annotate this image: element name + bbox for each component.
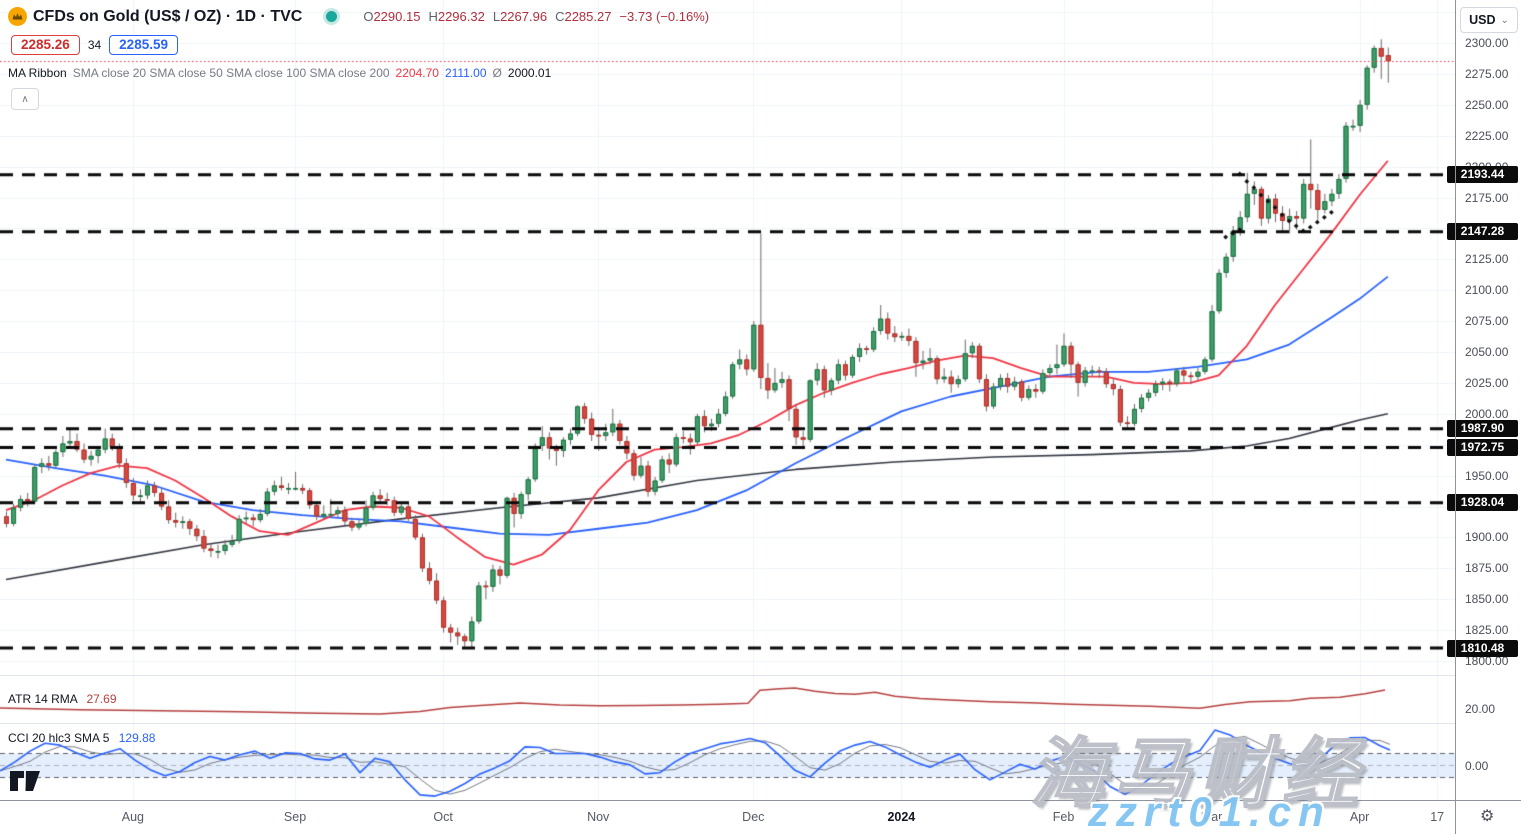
time-tick-label: 2024	[887, 810, 916, 824]
symbol-title[interactable]: CFDs on Gold (US$ / OZ) · 1D · TVC	[33, 7, 303, 25]
time-tick-label: Aug	[121, 810, 145, 824]
currency-selector[interactable]: USD ⌄	[1460, 7, 1518, 33]
price-tick-label: 1825.00	[1465, 623, 1509, 638]
market-status-dot[interactable]	[326, 11, 338, 22]
time-tick-label: Sep	[283, 810, 307, 824]
price-level-tag[interactable]: 1928.04	[1447, 494, 1518, 512]
close-value: 2285.27	[564, 9, 612, 24]
price-axis[interactable]: USD ⌄ 2300.002275.002250.002225.002200.0…	[1447, 0, 1521, 800]
time-tick-label: Apr	[1349, 810, 1370, 824]
price-tick-label: 2275.00	[1465, 66, 1509, 81]
pane-separator-atr-cci[interactable]	[0, 723, 1521, 724]
price-tick-label: 1800.00	[1465, 654, 1509, 668]
chevron-up-icon: ∧	[21, 93, 29, 105]
watermark-cjk: 海马财经	[1029, 731, 1366, 818]
price-level-tag[interactable]: 1810.48	[1447, 639, 1518, 657]
time-axis-border	[0, 800, 1521, 801]
time-tick-label: 17	[1430, 810, 1445, 824]
open-value: 2290.15	[373, 9, 421, 24]
price-tick-label: 1850.00	[1465, 592, 1509, 607]
price-tick-label: 2300.00	[1465, 36, 1509, 50]
low-value: 2267.96	[500, 9, 548, 24]
symbol-header: CFDs on Gold (US$ / OZ) · 1D · TVC O2290…	[8, 7, 709, 26]
atr-axis-tick: 20.00	[1465, 702, 1496, 716]
price-tick-label: 2175.00	[1465, 190, 1509, 205]
price-tick-label: 2050.00	[1465, 345, 1509, 359]
price-tick-label: 2025.00	[1465, 375, 1509, 390]
high-label: H	[428, 9, 438, 24]
low-label: L	[492, 9, 501, 24]
time-tick-label: Nov	[587, 810, 610, 824]
atr-legend[interactable]: ATR 14 RMA 27.69	[8, 692, 117, 706]
chart-canvas[interactable]	[0, 0, 1455, 800]
atr-value: 27.69	[86, 692, 117, 706]
price-tick-label: 2125.00	[1465, 252, 1509, 267]
sell-button[interactable]: 2285.26	[11, 35, 80, 55]
time-tick-label: Oct	[433, 810, 453, 824]
open-label: O	[363, 9, 374, 24]
price-tick-label: 2100.00	[1465, 283, 1509, 298]
change-value: −3.73 (−0.16%)	[619, 9, 710, 24]
currency-label: USD	[1469, 13, 1496, 27]
price-tick-label: 2250.00	[1465, 97, 1509, 112]
indicator-name: MA Ribbon	[8, 66, 67, 80]
high-value: 2296.32	[437, 9, 485, 24]
price-tick-label: 2000.00	[1465, 406, 1509, 421]
price-level-tag[interactable]: 1987.90	[1447, 420, 1518, 438]
cci-value: 129.88	[118, 731, 156, 745]
cci-name: CCI 20 hlc3 SMA 5	[8, 731, 110, 745]
price-tick-label: 1950.00	[1465, 468, 1509, 483]
indicator-params: SMA close 20 SMA close 50 SMA close 100 …	[72, 66, 390, 80]
price-axis-border	[1455, 0, 1456, 834]
cci-axis-tick: 0.00	[1465, 758, 1489, 773]
timezone-settings-gear-icon[interactable]: ⚙	[1480, 808, 1495, 825]
sma200-value: 2000.01	[507, 66, 552, 80]
tradingview-logo[interactable]	[9, 770, 43, 792]
collapse-legend-button[interactable]: ∧	[11, 88, 39, 110]
close-label: C	[555, 9, 565, 24]
time-tick-label: Dec	[742, 810, 765, 824]
ohlc-readout: O2290.15 H2296.32 L2267.96 C2285.27 −3.7…	[363, 9, 709, 24]
chevron-down-icon: ⌄	[1500, 14, 1509, 26]
price-tick-label: 1900.00	[1465, 530, 1509, 545]
price-tick-label: 1875.00	[1465, 561, 1509, 576]
bid-ask-row: 2285.26 34 2285.59	[11, 35, 178, 55]
price-level-tag[interactable]: 1972.75	[1447, 438, 1518, 456]
watermark-url: zzrt01.cn	[1088, 788, 1331, 834]
gold-coin-icon	[8, 7, 27, 26]
pane-separator-main-atr[interactable]	[0, 675, 1521, 676]
price-tick-label: 2225.00	[1465, 128, 1509, 143]
time-tick-label: Mar	[1200, 810, 1223, 824]
cci-legend[interactable]: CCI 20 hlc3 SMA 5 129.88	[8, 731, 155, 745]
time-axis[interactable]: Aug Sep Oct Nov Dec 2024 Feb Mar Apr 17	[0, 801, 1521, 834]
ma-ribbon-legend[interactable]: MA Ribbon SMA close 20 SMA close 50 SMA …	[8, 66, 551, 80]
price-level-tag[interactable]: 2147.28	[1447, 223, 1518, 241]
buy-button[interactable]: 2285.59	[109, 35, 178, 55]
price-tick-label: 2075.00	[1465, 314, 1509, 329]
price-level-tag[interactable]: 2193.44	[1447, 166, 1518, 184]
atr-name: ATR 14 RMA	[8, 692, 78, 706]
spread-value: 34	[87, 38, 102, 52]
time-tick-label: Feb	[1052, 810, 1075, 824]
sma20-value: 2204.70	[395, 66, 439, 80]
sma50-value: 2111.00	[444, 66, 487, 80]
average-symbol: Ø	[492, 66, 502, 80]
